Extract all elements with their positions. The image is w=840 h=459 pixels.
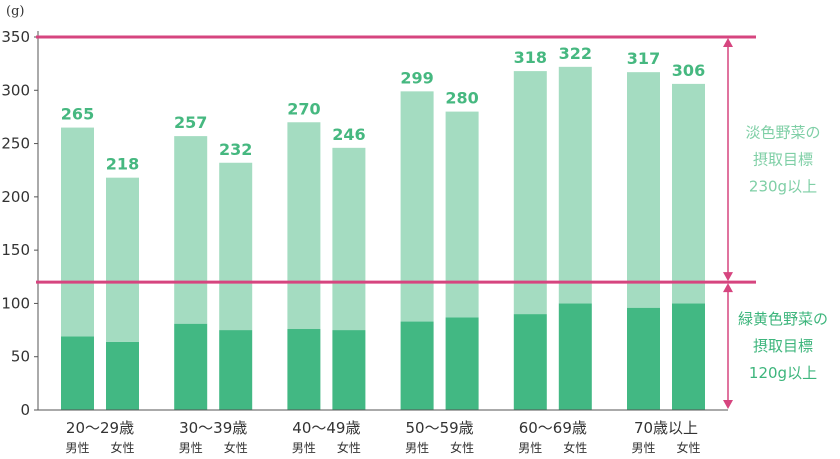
bar-total-label: 270 — [287, 99, 320, 118]
y-tick-label: 0 — [20, 401, 30, 419]
bar-segment-light — [61, 127, 94, 337]
bar-total-label: 246 — [332, 125, 365, 144]
bar-total-label: 299 — [400, 68, 433, 87]
bar-total-label: 218 — [106, 155, 139, 174]
light-target-arrow-head-down — [723, 272, 733, 282]
y-unit-label: (g) — [6, 4, 24, 19]
bar-segment-green_yellow — [174, 323, 208, 410]
light-target-arrow-head-up — [723, 38, 733, 47]
bar-total-label: 306 — [672, 61, 705, 80]
y-tick-label: 150 — [1, 241, 30, 259]
y-tick-label: 350 — [1, 28, 30, 46]
y-tick-label: 100 — [1, 294, 30, 312]
category-label: 60〜69歳 — [519, 419, 587, 437]
green-yellow-target-arrow-head-down — [723, 400, 733, 409]
target-annotation-line: 摂取目標 — [753, 337, 813, 355]
category-label: 30〜39歳 — [179, 419, 247, 437]
sex-label: 男性 — [65, 441, 89, 455]
bar-segment-light — [627, 72, 660, 308]
sex-label: 女性 — [563, 440, 587, 455]
bar-total-label: 280 — [445, 89, 478, 108]
sex-label: 男性 — [405, 441, 429, 455]
target-annotation-line: 緑黄色野菜の — [738, 310, 828, 328]
bar-segment-light — [558, 66, 592, 304]
sex-label: 男性 — [179, 441, 203, 455]
bar-segment-green_yellow — [513, 314, 547, 410]
target-annotation-line: 230g以上 — [749, 178, 817, 196]
y-tick-label: 250 — [1, 135, 30, 153]
bar-segment-light — [672, 83, 705, 304]
bar-segment-green_yellow — [61, 336, 94, 410]
y-tick-label: 300 — [1, 81, 30, 99]
sex-label: 男性 — [518, 441, 542, 455]
bar-segment-green_yellow — [672, 303, 705, 410]
category-label: 40〜49歳 — [292, 419, 360, 437]
sex-label: 女性 — [450, 440, 474, 455]
sex-label: 男性 — [631, 441, 655, 455]
y-tick-label: 50 — [11, 348, 30, 366]
bar-segment-green_yellow — [106, 341, 139, 410]
target-annotation-line: 摂取目標 — [753, 151, 813, 169]
sex-label: 男性 — [292, 441, 316, 455]
green-yellow-target-arrow-head-up — [723, 283, 733, 293]
sex-label: 女性 — [110, 440, 134, 455]
sex-label: 女性 — [224, 440, 248, 455]
bar-segment-green_yellow — [287, 329, 321, 410]
bar-segment-light — [287, 122, 321, 330]
target-annotation-line: 淡色野菜の — [745, 124, 820, 142]
sex-label: 女性 — [676, 440, 700, 455]
bar-segment-light — [332, 147, 366, 331]
sex-label: 女性 — [337, 440, 361, 455]
bar-segment-light — [513, 71, 547, 315]
bar-segment-green_yellow — [332, 330, 366, 410]
category-label: 20〜29歳 — [66, 419, 134, 437]
bar-segment-green_yellow — [558, 303, 592, 410]
bar-segment-light — [445, 111, 479, 318]
target-annotation-line: 120g以上 — [749, 364, 817, 382]
bar-total-label: 318 — [514, 48, 547, 67]
bar-total-label: 232 — [219, 140, 252, 159]
bar-total-label: 317 — [627, 49, 660, 68]
y-tick-label: 200 — [1, 188, 30, 206]
bar-total-label: 265 — [61, 105, 94, 124]
bar-total-label: 322 — [559, 44, 592, 63]
bar-total-label: 257 — [174, 113, 207, 132]
bar-segment-light — [174, 136, 208, 324]
bar-segment-green_yellow — [400, 321, 434, 410]
bar-segment-green_yellow — [627, 307, 660, 410]
bar-segment-light — [400, 91, 434, 322]
category-label: 50〜59歳 — [406, 419, 474, 437]
bar-segment-light — [219, 162, 253, 331]
bar-segment-green_yellow — [445, 317, 479, 410]
bar-segment-green_yellow — [219, 330, 253, 410]
category-label: 70歳以上 — [634, 419, 698, 437]
bar-segment-light — [106, 177, 139, 342]
